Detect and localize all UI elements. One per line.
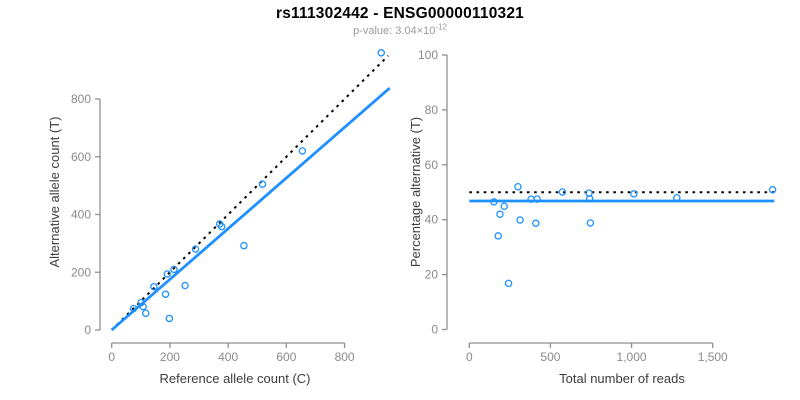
left-data-point [191, 245, 200, 253]
left-data-point [217, 222, 226, 231]
chart-subtitle: p-value: 3.04×10-12 [0, 22, 800, 39]
right-data-point [516, 216, 524, 224]
left-data-point [298, 147, 307, 155]
left-data-point [129, 304, 138, 313]
left-y-axis-title: Alternative allele count (T) [47, 116, 62, 267]
right-data-point [586, 219, 595, 227]
right-data-point [673, 193, 681, 202]
chart-title: rs111302442 - ENSG00000110321 [276, 5, 524, 22]
right-data-point [496, 210, 504, 218]
left-data-point [181, 281, 189, 290]
left-x-tick-label: 600 [276, 350, 296, 364]
right-x-tick-label: 1,000 [617, 350, 647, 364]
right-data-point [533, 195, 541, 203]
right-x-tick-label: 0 [466, 350, 473, 364]
right-data-point [585, 195, 594, 203]
left-y-tick-label: 200 [71, 265, 91, 279]
left-data-point [258, 180, 267, 188]
right-data-point [494, 232, 502, 240]
left-y-tick-label: 600 [71, 150, 91, 164]
left-data-point [170, 265, 178, 274]
right-data-point [768, 186, 777, 194]
left-data-point [240, 241, 248, 250]
left-data-point [139, 302, 147, 311]
left-data-point [142, 309, 150, 318]
left-y-tick-label: 400 [71, 208, 91, 222]
right-y-tick-label: 60 [425, 158, 439, 172]
right-x-tick-label: 1,500 [698, 350, 728, 364]
right-y-tick-label: 20 [425, 268, 439, 282]
left-data-point [161, 290, 170, 298]
left-data-point [377, 49, 386, 57]
left-x-tick-label: 800 [335, 350, 355, 364]
right-y-axis-title: Percentage alternative (T) [408, 117, 423, 267]
right-y-tick-label: 0 [431, 323, 438, 337]
left-x-axis-title: Reference allele count (C) [159, 371, 310, 386]
left-data-point [150, 282, 158, 291]
left-data-point [165, 314, 174, 323]
left-data-point [163, 270, 172, 278]
right-y-tick-label: 40 [425, 213, 439, 227]
right-data-point [532, 219, 540, 228]
left-plot: 0 200 400 600 800 0 200 400 600 800 Reference alle… [47, 49, 391, 386]
right-x-axis-title: Total number of reads [559, 371, 685, 386]
right-data-point [500, 202, 508, 210]
left-x-tick-label: 400 [218, 350, 238, 364]
left-y-tick-label: 800 [71, 92, 91, 106]
left-y-tick-label: 0 [84, 323, 91, 337]
left-x-tick-label: 0 [108, 350, 115, 364]
right-data-point [504, 279, 513, 288]
right-data-point [630, 190, 638, 198]
right-data-point [490, 198, 498, 206]
fit-line [110, 86, 391, 332]
left-data-point [137, 298, 145, 307]
figure-header: rs111302442 - ENSG00000110321 p-value: 3… [0, 4, 800, 39]
identity-line [110, 54, 389, 331]
left-x-tick-label: 200 [160, 350, 180, 364]
right-data-point [514, 183, 522, 191]
right-y-tick-label: 100 [418, 48, 438, 62]
right-data-point [558, 188, 567, 196]
pvalue-text: p-value: 3.04×10 [353, 25, 436, 38]
pvalue-exponent: -12 [435, 22, 447, 32]
right-plot: 0 20 40 60 80 100 0 500 1,000 1,500 Total number o… [408, 48, 777, 386]
right-y-tick-label: 80 [425, 103, 439, 117]
right-x-tick-label: 500 [540, 350, 560, 364]
